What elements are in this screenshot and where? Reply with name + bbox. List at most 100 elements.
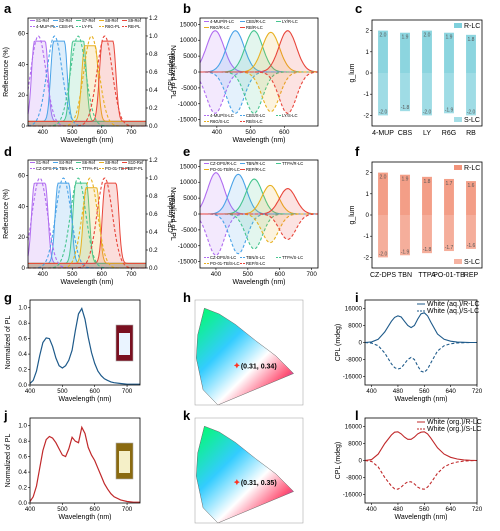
x-tick-label: 500: [245, 129, 256, 136]
reflectance-fill-S8-Ref: [28, 187, 146, 268]
legend-label: CBS/S-LC: [246, 113, 265, 118]
y-tick-label: 15000: [180, 21, 198, 28]
x-axis-label: Wavelength (nm): [232, 137, 285, 144]
bar-value-label: -1.9: [401, 249, 410, 255]
y-tick-label: 2: [366, 28, 370, 35]
x-tick-label: 400: [38, 271, 49, 278]
cpl-line-R6G/S-LC: [200, 71, 318, 113]
panel-k: (0.31, 0.35): [194, 417, 304, 524]
y2-tick-label: 1.2: [149, 157, 158, 164]
y-tick-label: 10000: [180, 37, 198, 44]
legend-label: S7-Ref: [82, 18, 96, 23]
y-tick-label: 0.8: [18, 438, 27, 445]
legend-label: R-LC: [464, 165, 480, 172]
legend-swatch: [454, 165, 462, 170]
legend-label: S6-Ref: [82, 160, 96, 165]
y-tick-label: -8000: [346, 357, 362, 364]
y-tick-label: 0.4: [18, 469, 27, 476]
legend-label: S9-Ref: [128, 18, 142, 23]
bar-r-lc: [400, 32, 410, 73]
y-axis-label: g_lum: [349, 205, 356, 224]
cpl-fill-CZ-DPS/S-LC: [200, 214, 318, 256]
y-axis-label: g_lum: [349, 63, 356, 82]
x-tick-label: 700: [306, 271, 317, 278]
bar-s-lc: [444, 215, 454, 252]
legend-label: LY-PL: [82, 24, 94, 29]
y-tick-label: 1.0: [18, 423, 27, 430]
x-tick-label: 500: [57, 506, 68, 513]
bar-s-lc: [400, 215, 410, 256]
bar-r-lc: [466, 34, 476, 73]
legend-label: S1-Ref: [36, 18, 50, 23]
bar-r-lc: [466, 181, 476, 215]
legend-label: RB/S-LC: [246, 119, 263, 124]
pl-line-TBN-PL: [28, 177, 146, 269]
cpl-fill-RB/R-LC: [200, 30, 318, 72]
cpl-fill-R6G/S-LC: [200, 72, 318, 112]
cie-point-star: [233, 362, 240, 369]
legend-label: S8-Ref: [105, 160, 119, 165]
cpl-fill-PO-01-TB/S-LC: [200, 214, 318, 243]
y-axis-label: CPL (mdeg): [335, 324, 342, 361]
cpl-line-LY/S-LC: [200, 71, 318, 114]
inset-photo-glow: [119, 333, 130, 355]
x-axis-label: Wavelength (nm): [58, 514, 111, 521]
y2-tick-label: 0.2: [149, 105, 158, 112]
panel-h: (0.31, 0.34): [194, 299, 304, 406]
legend-label: CZ-DPS-PL: [36, 166, 59, 171]
panel-j: 400 500 600 700 0.0 0.2 0.4 0.6 0.8 1.0 Wavelength…: [5, 417, 141, 521]
legend-label: PO-01-TB-PL: [105, 166, 131, 171]
legend-label: LY/R-LC: [282, 19, 298, 24]
x-tick-label: 720: [472, 506, 483, 513]
cpl-fill-LY/S-LC: [200, 72, 318, 114]
y-tick-label: 16000: [345, 424, 363, 431]
category-label: 4-MUP: [372, 130, 394, 137]
x-tick-label: 700: [126, 271, 137, 278]
category-label: TTPA: [418, 272, 436, 279]
panel-letter-h: h: [183, 290, 191, 305]
bar-value-label: -1.6: [467, 243, 476, 249]
y-tick-label: 5000: [183, 195, 197, 202]
y2-tick-label: 1.0: [149, 33, 158, 40]
x-tick-label: 500: [67, 129, 78, 136]
y2-tick-label: 0.6: [149, 69, 158, 76]
panel-g: 400 500 600 700 0.0 0.2 0.4 0.6 0.8 1.0 Wavelength…: [5, 299, 141, 403]
y-axis-label: Normalized of PL: [5, 316, 12, 370]
cpl-line-White (aq.)/S-LC: [364, 341, 477, 373]
y2-axis-label: Normalized of PL: [169, 187, 176, 241]
pl-spectrum-line: [29, 307, 140, 385]
y-tick-label: 1: [366, 49, 370, 56]
x-tick-label: 400: [38, 129, 49, 136]
category-label: LY: [423, 130, 431, 137]
x-tick-label: 400: [366, 388, 377, 395]
reflectance-fill-S2-Ref: [28, 41, 146, 126]
legend-label: TTPA/S-LC: [282, 255, 303, 260]
legend-label: 4-MUP/R-LC: [210, 19, 234, 24]
legend-label: R6G/S-LC: [210, 119, 229, 124]
cpl-fill-REP/R-LC: [200, 188, 318, 214]
bar-value-label: -2.0: [379, 109, 388, 115]
reflectance-line-S10-Ref: [28, 182, 146, 264]
bar-s-lc: [378, 73, 388, 116]
panel-letter-c: c: [355, 1, 362, 16]
x-tick-label: 720: [472, 388, 483, 395]
cpl-line-White (org.)/S-LC: [364, 459, 478, 490]
reflectance-fill-S8-Ref: [28, 45, 146, 126]
y2-tick-label: 0.2: [149, 247, 158, 254]
cpl-fill-RB/S-LC: [200, 72, 318, 114]
bar-value-label: 1.7: [446, 181, 453, 187]
cpl-fill-REP/S-LC: [200, 214, 318, 240]
legend-label: 4-MUP-PL: [36, 24, 56, 29]
y-tick-label: 16000: [345, 306, 363, 313]
x-tick-label: 700: [126, 129, 137, 136]
y-tick-label: 0.0: [18, 500, 27, 507]
legend-label: LY/S-LC: [282, 113, 298, 118]
y-tick-label: 15000: [180, 163, 198, 170]
bar-s-lc: [422, 73, 432, 116]
legend-label: White (org.)/S-LC: [427, 426, 481, 433]
x-tick-label: 600: [275, 271, 286, 278]
plot-frame: [29, 417, 141, 504]
y-tick-label: -5000: [181, 227, 197, 234]
legend-label: REP/S-LC: [246, 261, 265, 266]
